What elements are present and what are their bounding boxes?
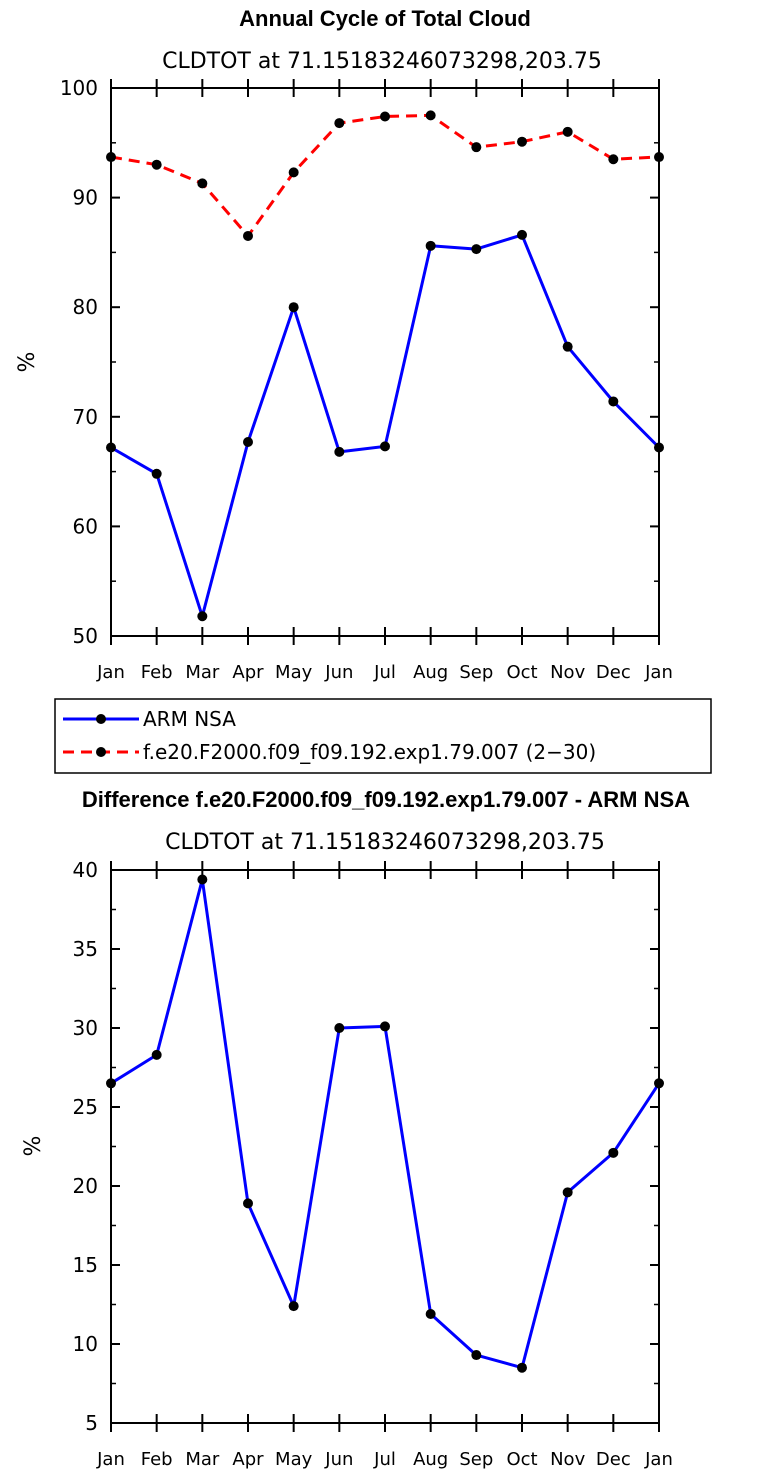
legend-marker-arm: [96, 714, 106, 724]
data-point: [517, 229, 527, 240]
data-point: [243, 230, 253, 241]
x-tick-label: Aug: [413, 1449, 448, 1470]
x-axis-ticks: Jan Feb Mar Apr May Jun Jul Aug Sep Oct Nov Dec Jan: [96, 79, 673, 683]
x-tick-label: Apr: [232, 1449, 264, 1470]
data-point: [151, 468, 162, 479]
x-axis-ticks: Jan Feb Mar Apr May Jun Jul Aug Sep Oct Nov Dec Jan: [96, 861, 673, 1470]
chart-title: Annual Cycle of Total Cloud: [239, 6, 531, 31]
plot-frame: [110, 869, 660, 1424]
data-point: [562, 1187, 573, 1198]
series-group: [106, 874, 664, 1373]
x-tick-label: Feb: [141, 1449, 173, 1470]
y-tick-label: 60: [73, 514, 98, 538]
chart-title: Difference f.e20.F2000.f09_f09.192.exp1.…: [82, 787, 690, 812]
data-point: [380, 1021, 390, 1032]
x-tick-label: Aug: [413, 662, 448, 683]
chart-subtitle: CLDTOT at 71.15183246073298,203.75: [165, 830, 605, 855]
x-tick-label: Jan: [96, 1449, 125, 1470]
data-point: [151, 1049, 162, 1060]
x-tick-label: May: [275, 662, 313, 683]
y-tick-label: 25: [73, 1095, 98, 1119]
x-tick-label: Apr: [232, 662, 264, 683]
plot-frame: [110, 87, 660, 637]
data-point: [517, 136, 527, 147]
data-point: [334, 446, 345, 457]
y-tick-label: 50: [73, 624, 98, 648]
data-point: [471, 142, 482, 153]
x-tick-label: Jan: [644, 1449, 673, 1470]
legend-label-model: f.e20.F2000.f09_f09.192.exp1.79.007 (2−3…: [143, 740, 596, 764]
y-tick-label: 20: [73, 1174, 98, 1198]
y-tick-label: 70: [73, 405, 98, 429]
data-point: [562, 341, 573, 352]
data-point: [288, 302, 299, 313]
y-axis-ticks: 50 60 70 80 90 100: [60, 76, 659, 648]
annual-cycle-chart: Annual Cycle of Total Cloud CLDTOT at 71…: [15, 6, 673, 683]
series-line-0: [110, 233, 661, 618]
data-point: [517, 1362, 527, 1373]
data-point: [425, 1308, 436, 1319]
y-tick-label: 80: [73, 295, 98, 319]
chart-subtitle: CLDTOT at 71.15183246073298,203.75: [162, 49, 602, 74]
x-tick-label: Sep: [459, 662, 493, 683]
legend: ARM NSA f.e20.F2000.f09_f09.192.exp1.79.…: [54, 698, 712, 774]
data-point: [608, 154, 619, 165]
x-tick-label: Jun: [324, 662, 353, 683]
data-point: [243, 1198, 253, 1209]
x-tick-label: Jan: [96, 662, 125, 683]
x-tick-label: Oct: [506, 662, 537, 683]
data-point: [425, 110, 436, 121]
data-point: [334, 118, 345, 129]
x-tick-label: Jul: [373, 1449, 396, 1470]
x-tick-label: Oct: [506, 1449, 537, 1470]
data-point: [471, 1350, 482, 1361]
data-point: [197, 611, 208, 622]
data-point: [288, 167, 299, 178]
x-tick-label: Jan: [644, 662, 673, 683]
difference-chart: Difference f.e20.F2000.f09_f09.192.exp1.…: [21, 787, 690, 1470]
y-axis-label: %: [15, 352, 40, 373]
y-axis-ticks: 5 10 15 20 25 30 35 40: [73, 858, 659, 1435]
data-point: [380, 111, 390, 122]
y-tick-label: 15: [73, 1253, 98, 1277]
y-tick-label: 40: [73, 858, 98, 882]
x-tick-label: Jun: [324, 1449, 353, 1470]
data-point: [334, 1023, 345, 1033]
y-tick-label: 100: [60, 76, 98, 100]
data-point: [425, 240, 436, 251]
legend-box: [54, 698, 712, 774]
y-tick-label: 10: [73, 1332, 98, 1356]
data-point: [197, 874, 208, 885]
x-tick-label: May: [275, 1449, 313, 1470]
x-tick-label: Mar: [185, 1449, 220, 1470]
data-point: [471, 244, 482, 255]
x-tick-label: Jul: [373, 662, 396, 683]
x-tick-label: Sep: [459, 1449, 493, 1470]
x-tick-label: Feb: [141, 662, 173, 683]
x-tick-label: Nov: [550, 1449, 585, 1470]
x-tick-label: Mar: [185, 662, 220, 683]
y-tick-label: 35: [73, 937, 98, 961]
legend-label-arm: ARM NSA: [143, 707, 236, 731]
series-group: [106, 110, 664, 622]
series-line-0: [110, 878, 661, 1370]
x-tick-label: Dec: [596, 1449, 631, 1470]
data-point: [608, 396, 619, 407]
data-point: [380, 441, 390, 452]
x-tick-label: Nov: [550, 662, 585, 683]
x-tick-label: Dec: [596, 662, 631, 683]
data-point: [197, 178, 208, 189]
data-point: [608, 1147, 619, 1158]
y-axis-label: %: [21, 1136, 46, 1157]
data-point: [151, 159, 162, 170]
y-tick-label: 5: [85, 1411, 98, 1435]
data-point: [562, 126, 573, 137]
y-tick-label: 30: [73, 1016, 98, 1040]
y-tick-label: 90: [73, 186, 98, 210]
series-line-1: [110, 113, 660, 238]
legend-marker-model: [96, 747, 106, 757]
data-point: [288, 1301, 299, 1312]
data-point: [243, 437, 253, 448]
